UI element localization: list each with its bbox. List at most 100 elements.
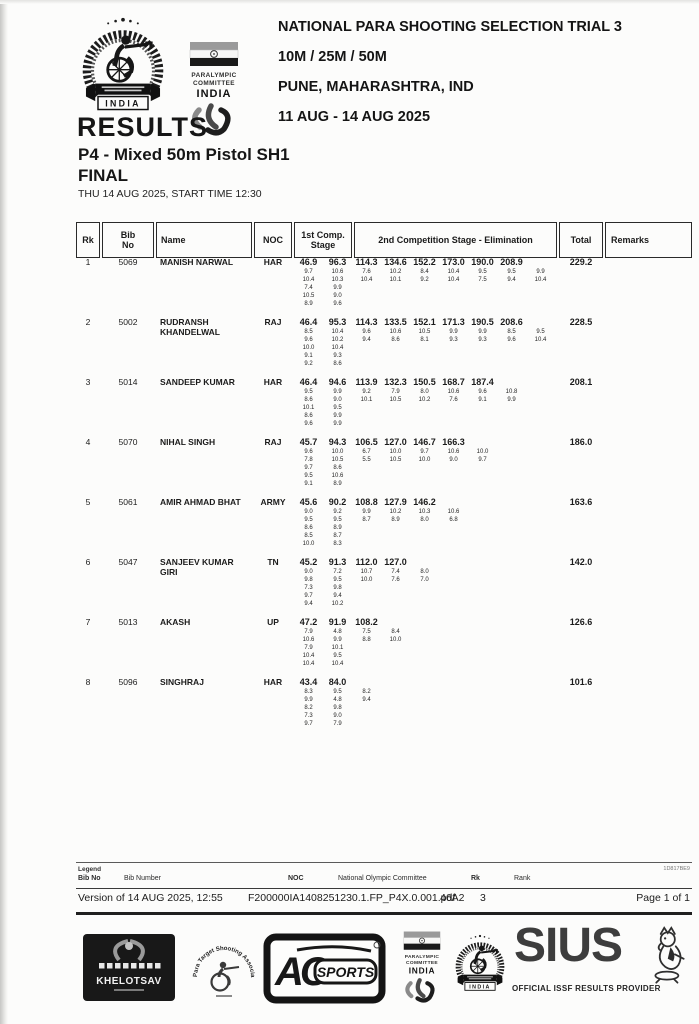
empty-score-cell <box>497 677 526 737</box>
score-grid: 46.9 9.7 10.4 7.4 10.5 8.9 96.3 10.6 10.3 9.9 9.0 9… <box>294 257 555 317</box>
col-header-stage1: 1st Comp. Stage <box>294 222 352 258</box>
footer-legend: Legend 1D817BE9 Bib No Bib Number NOC Na… <box>76 862 692 915</box>
empty-score-cell <box>526 677 555 737</box>
legend-abbr-rk: Rk <box>471 875 480 882</box>
noc-cell: UP <box>267 617 279 627</box>
pci-line2: COMMITTEE <box>406 960 438 966</box>
final-shots: 10.0 9.7 <box>476 449 489 463</box>
pci-line1: PARALYMPIC <box>191 72 236 79</box>
bib-cell: 5070 <box>118 437 138 447</box>
elimination-score: 152.2 8.4 9.2 <box>413 257 436 283</box>
empty-score-cell <box>439 557 468 617</box>
elimination-score: 168.7 10.6 7.6 <box>442 377 465 403</box>
final-shots: 8.2 9.4 <box>362 689 371 703</box>
bib-cell: 5061 <box>118 497 138 507</box>
version-row: Version of 14 AUG 2025, 12:55 F200000IA1… <box>76 889 692 909</box>
final-shots: 10.8 9.9 <box>505 389 518 403</box>
elimination-score: 208.9 9.5 9.4 <box>500 257 523 283</box>
psi-india-label: INDIA <box>469 984 490 990</box>
rank-cell: 5 <box>85 497 91 507</box>
col-header-elimination: 2nd Competition Stage - Elimination <box>354 222 557 258</box>
total-cell: 126.6 <box>569 617 593 627</box>
total-cell: 101.6 <box>569 677 593 687</box>
empty-score-cell <box>497 437 526 497</box>
results-table-header: Rk Bib No Name NOC 1st Comp. Stage 2nd C… <box>76 222 692 258</box>
elimination-score: 146.2 10.3 8.0 <box>413 497 436 523</box>
rank-cell: 6 <box>85 557 91 567</box>
result-row: 8 5096 SINGHRAJ HAR 43.4 8.3 9.9 8.2 7.3 9.7 84.0 9… <box>76 677 690 737</box>
footer-code-b: 3 <box>480 892 486 904</box>
stage1-score: 46.4 8.5 9.6 10.0 9.1 9.2 <box>299 317 318 367</box>
stage2-score: 94.6 9.9 9.0 9.5 9.9 9.9 <box>328 377 347 427</box>
result-row: 6 5047 SANJEEV KUMAR GIRI TN 45.2 9.0 9.8 7.3 9.… <box>76 557 690 617</box>
remarks-cell <box>605 377 690 437</box>
stage2-score: 91.9 4.8 9.9 10.1 9.5 10.4 <box>328 617 347 667</box>
empty-score-cell <box>526 437 555 497</box>
score-grid: 46.4 8.5 9.6 10.0 9.1 9.2 95.3 10.4 10.2 10.4 9.3 8… <box>294 317 555 377</box>
elimination-score: 132.3 7.9 10.5 <box>384 377 407 403</box>
pci-line1: PARALYMPIC <box>405 954 440 960</box>
pci-flag-agitos-icon: PARALYMPIC COMMITTEE INDIA <box>189 42 239 136</box>
session-datetime: THU 14 AUG 2025, START TIME 12:30 <box>78 188 262 200</box>
elimination-score: 113.9 9.2 10.1 <box>355 377 378 403</box>
result-row: 4 5070 NIHAL SINGH RAJ 45.7 9.6 7.8 9.7 9.5 9.1 94… <box>76 437 690 497</box>
result-row: 7 5013 AKASH UP 47.2 7.9 10.6 7.9 10.4 10.4 91.9 4.… <box>76 617 690 677</box>
result-row: 5 5061 AMIR AHMAD BHAT ARMY 45.6 9.0 9.5 8.6 8.5… <box>76 497 690 557</box>
legend-abbr-bib: Bib No <box>78 875 101 882</box>
results-heading: RESULTS <box>77 112 209 142</box>
empty-score-cell <box>497 497 526 557</box>
name-cell: SANJEEV KUMAR GIRI <box>160 557 234 577</box>
elimination-score: 166.3 10.6 9.0 <box>442 437 465 463</box>
bib-cell: 5069 <box>118 257 138 267</box>
score-grid: 43.4 8.3 9.9 8.2 7.3 9.7 84.0 9.5 4.8 9.8 9.0 7.9 8.… <box>294 677 555 737</box>
remarks-cell <box>605 557 690 617</box>
event-phase: FINAL <box>78 166 129 185</box>
stage2-score: 95.3 10.4 10.2 10.4 9.3 8.6 <box>328 317 347 367</box>
elimination-score: 173.0 10.4 10.4 <box>442 257 465 283</box>
laurel-shooter-icon: INDIA <box>455 934 505 991</box>
ac-sports-logo: AC SPORTS <box>263 930 386 1007</box>
empty-score-cell <box>526 497 555 557</box>
event-name: P4 - Mixed 50m Pistol SH1 <box>78 145 290 164</box>
footer-code-a: 46A2 <box>440 892 465 904</box>
col-header-noc: NOC <box>254 222 292 258</box>
legend-abbr-noc: NOC <box>288 875 304 882</box>
khelotsav-logo: KHELOTSAV <box>83 934 175 1001</box>
score-grid: 47.2 7.9 10.6 7.9 10.4 10.4 91.9 4.8 9.9 10.1 9.5 1… <box>294 617 555 677</box>
ptsa-pune-icon: Para Target Shooting Association, Pune <box>187 925 255 997</box>
final-shots: 9.9 10.4 <box>534 269 547 283</box>
stage2-score: 90.2 9.2 9.5 8.9 8.7 8.3 <box>328 497 347 547</box>
empty-score-cell <box>410 617 439 677</box>
score-grid: 45.6 9.0 9.5 8.6 8.5 10.0 90.2 9.2 9.5 8.9 8.7 8.3 1… <box>294 497 555 557</box>
empty-score-cell <box>439 677 468 737</box>
results-rows: 1 5069 MANISH NARWAL HAR 46.9 9.7 10.4 7.4 10.5 8… <box>76 257 690 737</box>
rank-cell: 8 <box>85 677 91 687</box>
sports-label: SPORTS <box>317 964 375 980</box>
empty-score-cell <box>439 617 468 677</box>
legend-full-rk: Rank <box>514 875 531 882</box>
remarks-cell <box>605 257 690 317</box>
score-grid: 45.7 9.6 7.8 9.7 9.5 9.1 94.3 10.0 10.5 8.6 10.6 8.… <box>294 437 555 497</box>
sius-wordmark: SIUS <box>514 919 623 972</box>
pci-line3: INDIA <box>197 88 232 100</box>
elimination-score: 114.3 7.6 10.4 <box>355 257 378 283</box>
legend-divider <box>76 888 692 889</box>
total-cell: 163.6 <box>569 497 593 507</box>
remarks-cell <box>605 677 690 737</box>
para-shooting-india-logo: INDIA <box>76 16 170 116</box>
elimination-score: 108.8 9.9 8.7 <box>355 497 378 523</box>
scan-edge <box>0 0 8 1024</box>
legend-label: Legend <box>78 866 102 873</box>
empty-score-cell <box>497 557 526 617</box>
rank-cell: 2 <box>85 317 91 327</box>
name-cell: SINGHRAJ <box>160 677 204 687</box>
name-cell: SANDEEP KUMAR <box>160 377 235 387</box>
empty-score-cell <box>497 617 526 677</box>
remarks-cell <box>605 497 690 557</box>
bib-cell: 5013 <box>118 617 138 627</box>
elimination-score: 106.5 6.7 5.5 <box>355 437 378 463</box>
stage1-score: 45.7 9.6 7.8 9.7 9.5 9.1 <box>299 437 318 487</box>
col-header-name: Name <box>156 222 252 258</box>
elimination-score: 208.6 8.5 9.6 <box>500 317 523 343</box>
name-cell: RUDRANSH KHANDELWAL <box>160 317 220 337</box>
